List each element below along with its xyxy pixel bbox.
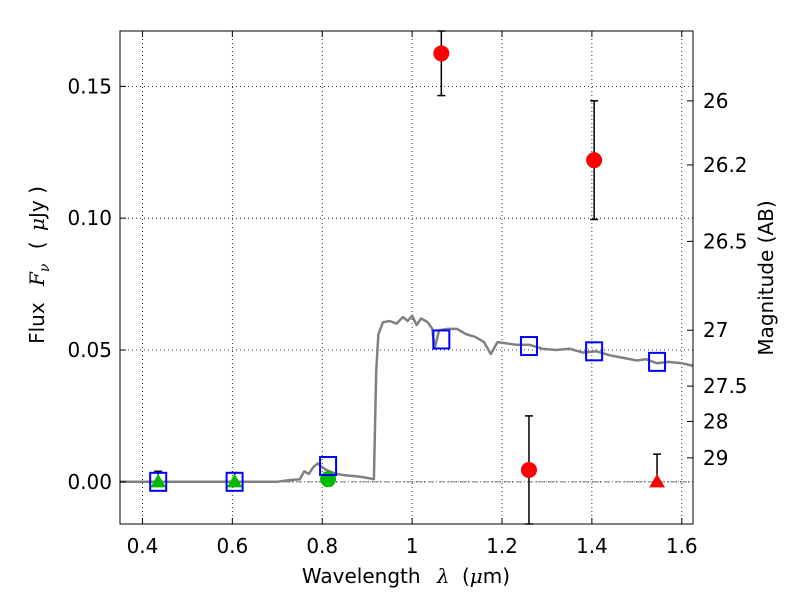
square-marker — [519, 336, 538, 357]
y2-tick-label: 28 — [703, 409, 728, 433]
y-tick-labels: 0.00 0.05 0.10 0.15 — [67, 74, 112, 493]
triangle-marker — [150, 473, 167, 488]
y-tick-label: 0.15 — [67, 74, 112, 98]
triangle-marker — [649, 473, 665, 488]
y2-tick-label: 26 — [703, 89, 728, 113]
plot-frame — [119, 30, 694, 525]
axis-ticks — [120, 31, 693, 524]
square-marker — [319, 456, 338, 476]
triangle-marker — [226, 473, 243, 488]
y-tick-label: 0.10 — [67, 206, 112, 230]
x-tick-label: 1.2 — [486, 534, 518, 558]
x-tick-label: 1.6 — [666, 534, 698, 558]
x-tick-label: 0.8 — [306, 534, 338, 558]
y-tick-label: 0.05 — [67, 338, 112, 362]
y2-tick-label: 26.2 — [703, 153, 748, 177]
square-marker — [648, 351, 667, 372]
y-tick-label: 0.00 — [67, 470, 112, 494]
circle-marker — [586, 152, 603, 169]
circle-marker — [320, 471, 337, 488]
y2-tick-label: 27.5 — [703, 374, 748, 398]
y2-tick-labels: 26 26.2 26.5 27 27.5 28 29 — [703, 89, 748, 470]
x-tick-labels: 0.4 0.6 0.8 1 1.2 1.4 1.6 — [127, 534, 698, 558]
square-marker — [149, 471, 168, 492]
y2-tick-label: 29 — [703, 446, 728, 470]
x-tick-label: 0.4 — [127, 534, 159, 558]
x-axis-title: Wavelength λ (μm) — [302, 564, 510, 588]
x-tick-label: 0.6 — [216, 534, 248, 558]
square-marker — [225, 471, 244, 492]
square-marker — [585, 341, 604, 362]
y2-tick-label: 26.5 — [703, 229, 748, 253]
y2-axis-title: Magnitude (AB) — [754, 200, 778, 355]
y-axis-title: Flux Fν ( μJy ) — [25, 186, 54, 344]
circle-marker — [433, 45, 450, 62]
x-tick-label: 1 — [406, 534, 419, 558]
square-marker — [432, 329, 451, 350]
y2-tick-label: 27 — [703, 318, 728, 342]
x-tick-label: 1.4 — [576, 534, 608, 558]
data-markers — [149, 45, 667, 492]
circle-marker — [520, 461, 537, 478]
